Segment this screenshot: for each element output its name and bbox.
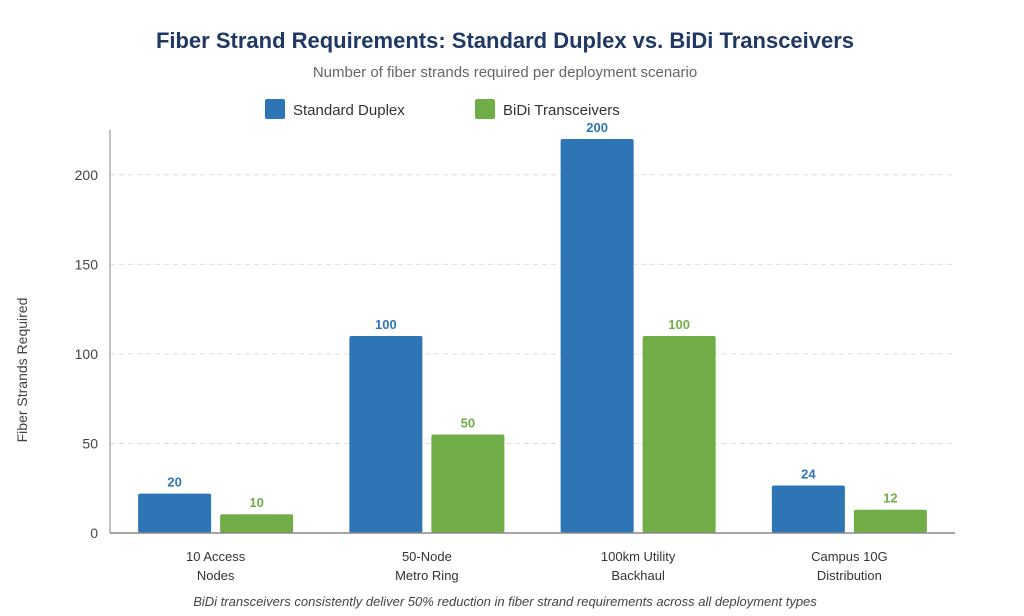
x-tick-label: 50-Node: [402, 549, 452, 564]
legend-label-standard-duplex: Standard Duplex: [293, 102, 405, 119]
y-tick-label: 150: [75, 256, 99, 272]
data-label: 50: [461, 415, 475, 430]
bar: [138, 493, 212, 533]
gridlines: [110, 174, 955, 444]
data-label: 100: [668, 317, 690, 332]
legend-swatch-standard-duplex: [265, 99, 285, 119]
y-tick-label: 200: [75, 167, 99, 183]
legend-swatch-bidi: [475, 99, 495, 119]
chart-footnote: BiDi transceivers consistently deliver 5…: [193, 594, 817, 609]
x-axis: 10 Access Nodes 50-Node Metro Ring 100km Uti…: [110, 532, 955, 583]
legend: Standard Duplex BiDi Transceivers: [265, 99, 620, 119]
data-label: 100: [375, 317, 397, 332]
data-label: 24: [801, 467, 816, 482]
y-axis: 0 50 100 150 200: [75, 130, 111, 541]
data-label: 10: [249, 495, 263, 510]
data-labels: 20 10 100 50 200 100 24 12: [167, 120, 897, 510]
x-tick-label: 100km Utility: [601, 549, 676, 564]
x-tick-label: Distribution: [817, 568, 882, 583]
legend-label-bidi: BiDi Transceivers: [503, 102, 620, 119]
x-tick-label: Metro Ring: [395, 568, 459, 583]
y-tick-label: 0: [90, 525, 98, 541]
y-tick-label: 50: [82, 435, 98, 451]
bar: [560, 138, 634, 533]
bar: [642, 335, 716, 533]
bars: [138, 138, 927, 533]
bar: [853, 509, 927, 533]
chart-title: Fiber Strand Requirements: Standard Dupl…: [156, 28, 854, 53]
bar: [771, 485, 845, 533]
x-tick-label: Nodes: [197, 568, 235, 583]
x-tick-label: Backhaul: [611, 568, 665, 583]
data-label: 12: [883, 491, 897, 506]
bar: [349, 335, 423, 533]
y-tick-label: 100: [75, 346, 99, 362]
bar: [220, 514, 294, 533]
y-axis-label: Fiber Strands Required: [14, 298, 30, 443]
bar: [431, 434, 505, 533]
x-tick-label: 10 Access: [186, 549, 246, 564]
x-tick-label: Campus 10G: [811, 549, 888, 564]
data-label: 200: [586, 120, 608, 135]
chart-subtitle: Number of fiber strands required per dep…: [313, 64, 697, 81]
data-label: 20: [167, 475, 181, 490]
